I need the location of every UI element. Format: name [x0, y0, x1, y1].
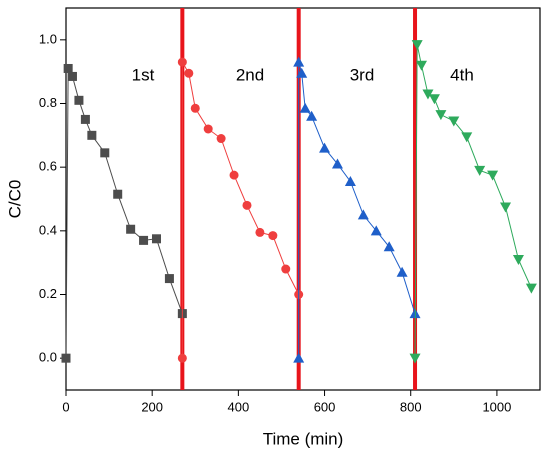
x-tick-label: 0 — [62, 399, 69, 414]
cycle-label: 1st — [132, 65, 155, 84]
marker — [177, 353, 187, 363]
x-tick-label: 1000 — [482, 399, 511, 414]
marker — [500, 202, 512, 213]
series-line — [298, 61, 416, 359]
marker — [344, 175, 356, 186]
marker — [293, 352, 305, 363]
marker — [87, 130, 97, 140]
series-line — [65, 68, 183, 359]
cycle-label: 3rd — [350, 65, 375, 84]
marker — [61, 353, 71, 363]
marker — [268, 231, 278, 241]
marker — [383, 241, 395, 252]
y-tick-label: 0.8 — [39, 95, 57, 110]
cycle-label: 2nd — [236, 65, 264, 84]
marker — [306, 110, 318, 121]
y-tick-label: 0.6 — [39, 159, 57, 174]
marker — [126, 224, 136, 234]
y-tick-label: 1.0 — [39, 31, 57, 46]
marker — [448, 116, 460, 127]
marker — [63, 63, 73, 73]
marker — [296, 67, 308, 78]
x-tick-label: 800 — [400, 399, 422, 414]
marker — [190, 103, 200, 113]
series-line — [181, 60, 300, 359]
x-axis-label: Time (min) — [263, 429, 344, 448]
marker — [409, 353, 421, 364]
y-tick-label: 0.2 — [39, 286, 57, 301]
marker — [67, 71, 77, 81]
marker — [184, 68, 194, 78]
marker — [357, 209, 369, 220]
marker — [299, 102, 311, 113]
marker — [416, 60, 427, 71]
marker — [113, 189, 123, 199]
marker — [370, 225, 382, 236]
y-tick-label: 0.4 — [39, 222, 57, 237]
marker — [216, 134, 226, 144]
marker — [411, 40, 423, 51]
marker — [151, 234, 161, 244]
marker — [80, 114, 90, 124]
marker — [461, 132, 473, 143]
marker — [242, 200, 252, 210]
marker — [255, 227, 265, 237]
marker — [331, 158, 343, 169]
x-tick-label: 200 — [141, 399, 163, 414]
marker — [164, 274, 174, 284]
marker — [229, 170, 239, 180]
marker — [428, 94, 440, 105]
marker — [177, 57, 187, 67]
marker — [203, 124, 213, 134]
marker — [139, 235, 149, 245]
marker — [422, 89, 434, 100]
cycle-label: 4th — [450, 65, 474, 84]
marker — [512, 254, 524, 265]
marker — [474, 165, 486, 176]
marker — [487, 170, 499, 181]
marker — [100, 148, 110, 158]
plot-frame — [65, 7, 541, 391]
marker — [319, 142, 331, 153]
marker — [74, 95, 84, 105]
x-tick-label: 400 — [228, 399, 250, 414]
marker — [435, 110, 447, 121]
marker — [281, 264, 291, 274]
series-line — [414, 44, 532, 359]
marker — [293, 56, 305, 67]
y-axis-label: C/C0 — [5, 180, 24, 219]
x-tick-label: 600 — [314, 399, 336, 414]
y-tick-label: 0.0 — [39, 350, 57, 365]
marker — [525, 283, 537, 294]
marker — [396, 266, 408, 277]
